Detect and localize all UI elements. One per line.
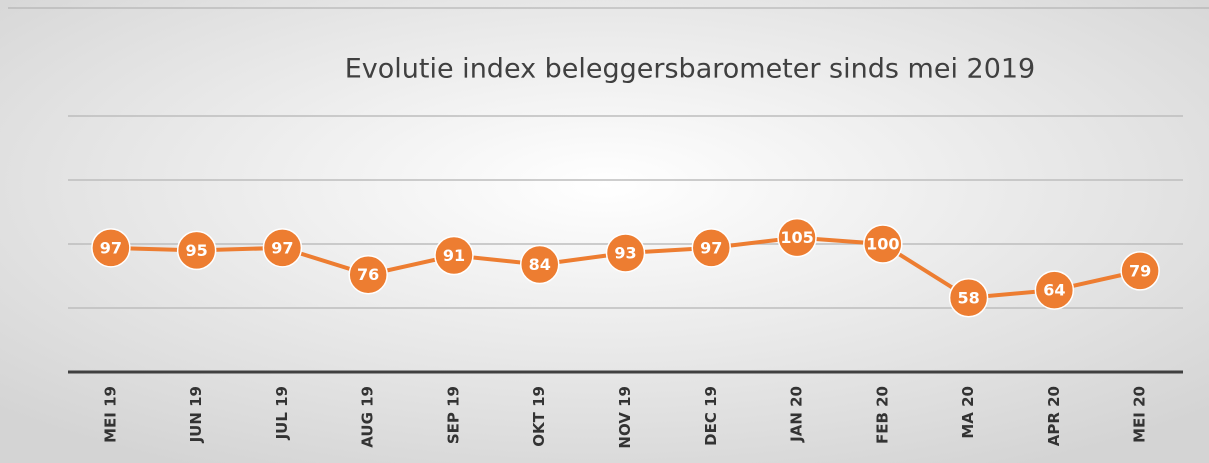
data-label: 97 xyxy=(100,238,122,257)
data-point xyxy=(519,244,560,285)
x-tick-label: FEB 20 xyxy=(873,386,891,444)
data-point xyxy=(691,228,732,268)
data-label: 91 xyxy=(443,246,465,265)
data-label: 97 xyxy=(700,238,722,257)
x-tick-label: MEI 20 xyxy=(1131,386,1149,443)
data-point xyxy=(863,224,903,264)
data-point xyxy=(777,217,817,258)
data-point xyxy=(605,233,646,273)
data-point xyxy=(1034,270,1075,310)
x-tick-label: JUL 19 xyxy=(273,386,291,440)
data-label: 95 xyxy=(186,241,208,260)
data-point xyxy=(91,228,131,268)
chart-title: Evolutie index beleggersbarometer sinds … xyxy=(345,54,1036,85)
data-point xyxy=(348,254,388,295)
x-tick-label: JUN 19 xyxy=(187,386,205,443)
x-tick-label: NOV 19 xyxy=(616,386,634,449)
data-label: 93 xyxy=(614,243,636,262)
data-point xyxy=(176,230,217,271)
data-point xyxy=(434,235,474,276)
data-label: 64 xyxy=(1043,281,1065,300)
data-label: 79 xyxy=(1129,261,1151,280)
x-tick-label: SEP 19 xyxy=(444,386,462,444)
data-label: 100 xyxy=(866,235,899,254)
data-label: 97 xyxy=(271,238,293,257)
x-tick-label: AUG 19 xyxy=(359,386,377,448)
x-tick-label: DEC 19 xyxy=(702,386,720,446)
data-label: 84 xyxy=(529,255,551,274)
x-tick-label: OKT 19 xyxy=(530,386,548,447)
data-point xyxy=(1120,251,1160,291)
data-point xyxy=(262,228,303,268)
x-tick-label: APR 20 xyxy=(1045,386,1063,446)
x-tick-label: MEI 19 xyxy=(101,386,119,443)
data-label: 105 xyxy=(780,228,813,247)
x-tick-label: MA 20 xyxy=(959,386,977,439)
data-label: 58 xyxy=(957,288,979,307)
data-label: 76 xyxy=(357,265,379,284)
x-tick-label: JAN 20 xyxy=(788,386,806,443)
data-point xyxy=(948,278,989,318)
